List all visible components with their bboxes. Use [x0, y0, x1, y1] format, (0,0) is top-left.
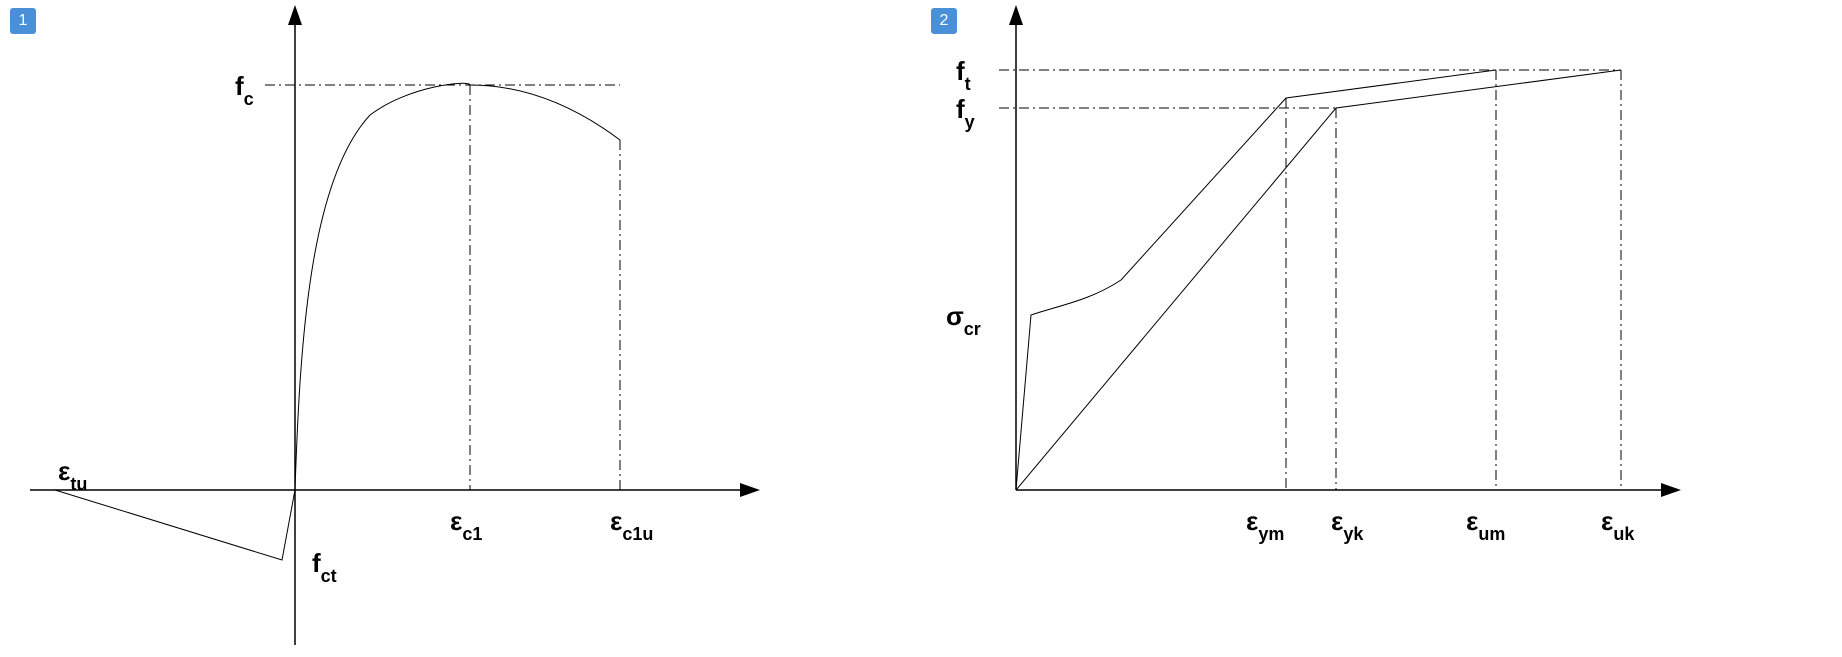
label-eps-um: εum — [1466, 506, 1505, 544]
compression-curve — [295, 83, 620, 490]
y-axis-arrow — [288, 5, 302, 25]
label-eps-c1u: εc1u — [610, 506, 653, 544]
label-sigma-cr: σcr — [946, 301, 981, 339]
panel-1-concrete: 1 fc εtu fct εc1 εc1u — [0, 0, 921, 657]
label-eps-tu: εtu — [58, 456, 87, 494]
label-eps-c1: εc1 — [450, 506, 482, 544]
panel-2-steel: 2 ft fy σcr εym εyk εum — [921, 0, 1842, 657]
diagram-container: 1 fc εtu fct εc1 εc1u 2 — [0, 0, 1842, 657]
diagram-2-svg: ft fy σcr εym εyk εum εuk — [921, 0, 1842, 657]
x-axis-arrow-2 — [1661, 483, 1681, 497]
steel-curve-k — [1016, 70, 1621, 490]
label-fc: fc — [235, 71, 254, 109]
diagram-1-svg: fc εtu fct εc1 εc1u — [0, 0, 921, 657]
steel-curve-m — [1016, 70, 1496, 490]
label-fct: fct — [312, 548, 337, 586]
label-ft: ft — [956, 56, 971, 94]
badge-2: 2 — [931, 8, 957, 34]
label-eps-uk: εuk — [1601, 506, 1635, 544]
x-axis-arrow — [740, 483, 760, 497]
label-eps-yk: εyk — [1331, 506, 1364, 544]
label-eps-ym: εym — [1246, 506, 1284, 544]
badge-1: 1 — [10, 8, 36, 34]
tension-branch — [55, 490, 295, 560]
y-axis-arrow-2 — [1009, 5, 1023, 25]
label-fy: fy — [956, 94, 975, 132]
